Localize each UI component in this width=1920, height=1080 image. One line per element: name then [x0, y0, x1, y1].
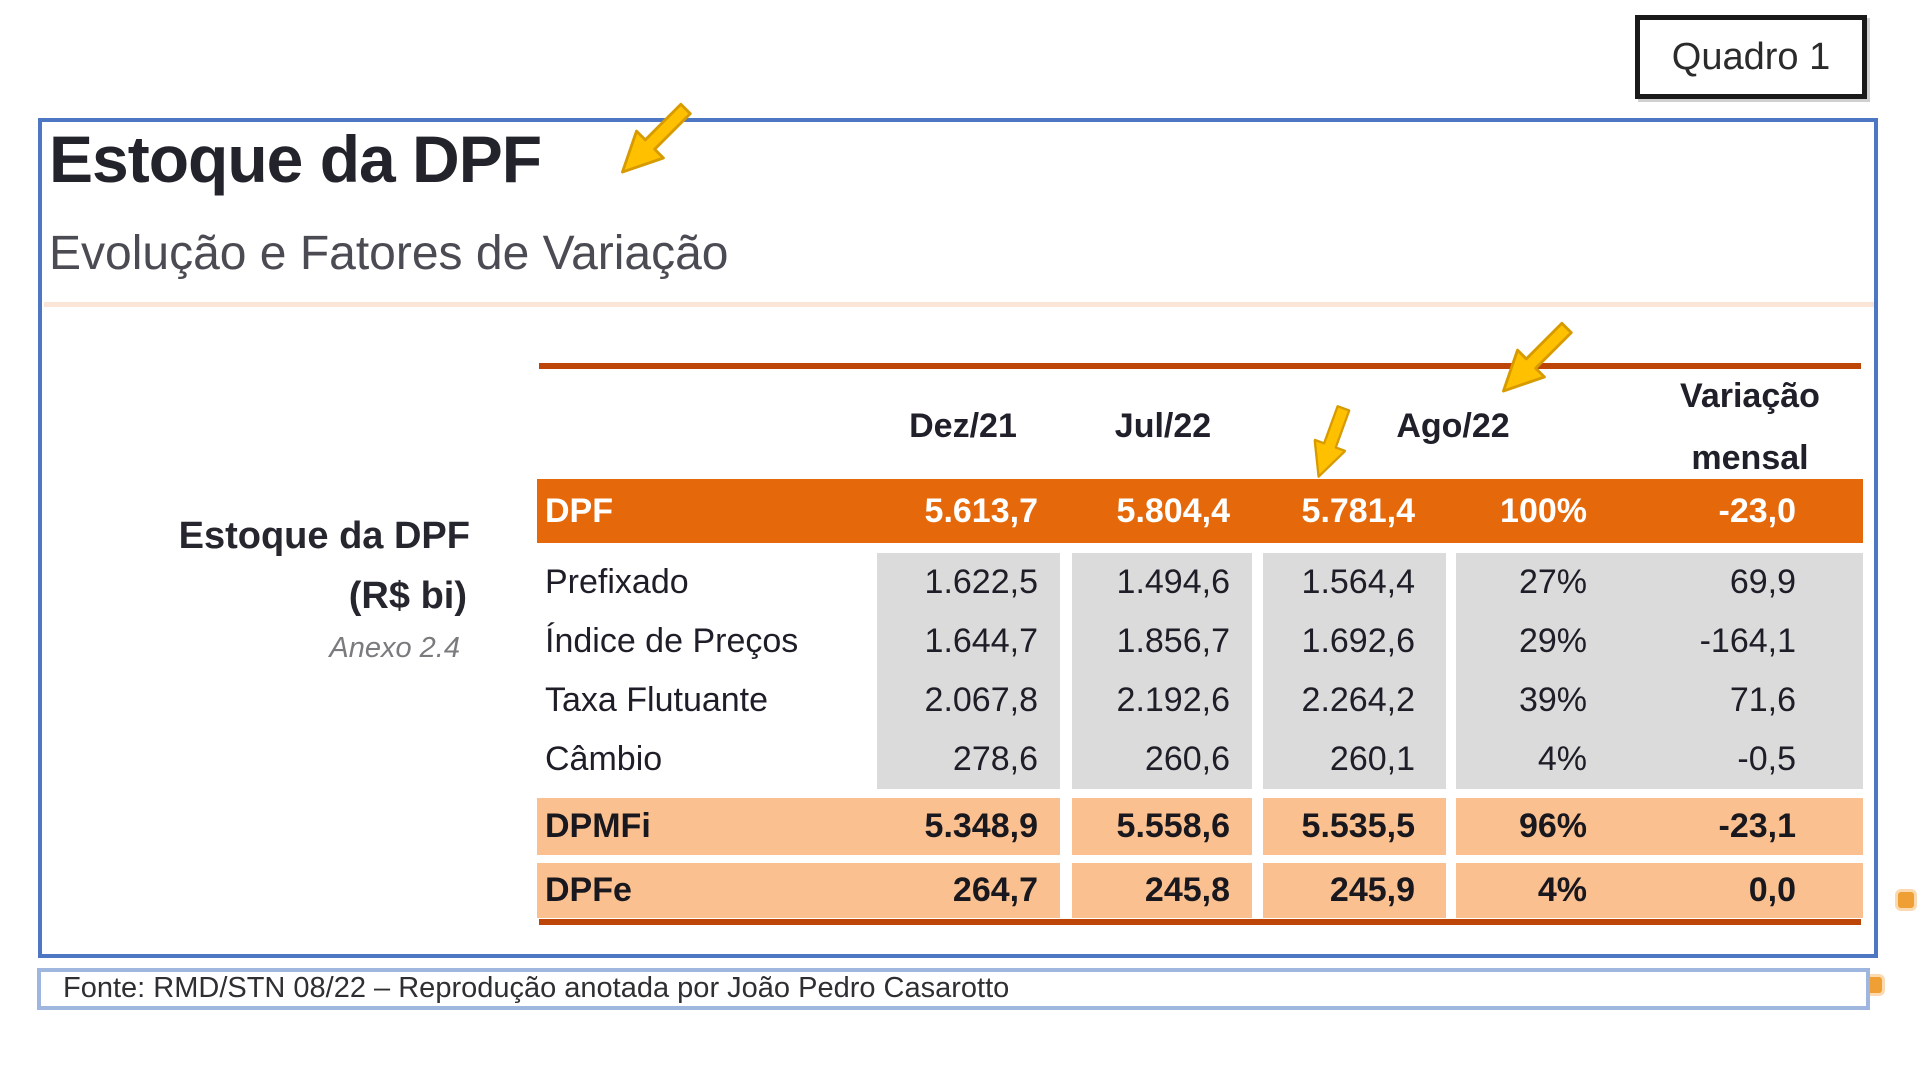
table-side-annex: Anexo 2.4	[329, 632, 460, 664]
table-cell: 4%	[1537, 740, 1587, 778]
column-header-variacao: Variação	[1680, 377, 1820, 415]
table-cell: 1.564,4	[1301, 563, 1415, 601]
table-cell: 1.692,6	[1301, 622, 1415, 660]
table-cell-row-label: Prefixado	[545, 563, 689, 601]
jul22-column-band	[1072, 553, 1252, 789]
variacao-column-band	[1456, 553, 1863, 789]
table-cell: 5.558,6	[1116, 807, 1230, 845]
column-header-jul22: Jul/22	[1114, 407, 1212, 445]
table-cell: 5.781,4	[1301, 492, 1415, 530]
table-cell: -23,1	[1718, 807, 1797, 845]
table-cell-row-label: Taxa Flutuante	[545, 681, 769, 719]
dpfe-row-band	[1072, 863, 1252, 918]
source-bar: Fonte: RMD/STN 08/22 – Reprodução anotad…	[37, 968, 1870, 1010]
table-cell: 245,8	[1144, 871, 1230, 909]
table-cell: 4%	[1537, 871, 1587, 909]
table-cell: -164,1	[1699, 622, 1796, 660]
table-cell: 2.067,8	[924, 681, 1038, 719]
comment-marker-icon	[1898, 892, 1914, 908]
quadro-label: Quadro 1	[1671, 36, 1831, 78]
ago22-column-band	[1263, 553, 1446, 789]
table-cell: 260,6	[1144, 740, 1230, 778]
table-cell: 2.192,6	[1116, 681, 1230, 719]
dez21-column-band	[877, 553, 1060, 789]
table-cell: 278,6	[952, 740, 1038, 778]
dpmfi-row-band	[1263, 798, 1446, 855]
table-cell: -23,0	[1718, 492, 1797, 530]
table-cell: 5.613,7	[924, 492, 1038, 530]
table-cell: 100%	[1500, 492, 1587, 530]
table-cell: 1.494,6	[1116, 563, 1230, 601]
dpmfi-row-band	[1072, 798, 1252, 855]
annotation-arrow-ago22-icon	[1502, 321, 1573, 393]
dpmfi-row-band	[537, 798, 1060, 855]
table-cell: 71,6	[1729, 681, 1796, 719]
table-cell: 29%	[1518, 622, 1587, 660]
table-side-unit: (R$ bi)	[348, 575, 467, 617]
table-cell-row-label: Câmbio	[545, 740, 663, 778]
table-cell-row-label: Índice de Preços	[545, 622, 799, 660]
table-cell: 1.856,7	[1116, 622, 1230, 660]
table-cell-row-label: DPF	[545, 492, 613, 530]
page-subtitle: Evolução e Fatores de Variação	[49, 227, 729, 280]
source-text: Fonte: RMD/STN 08/22 – Reprodução anotad…	[63, 972, 1010, 1004]
annotation-arrow-title-icon	[621, 102, 692, 174]
dpmfi-row-band	[1456, 798, 1863, 855]
table-cell: 27%	[1518, 563, 1587, 601]
comment-marker-icon	[1866, 977, 1882, 993]
column-header-ago22: Ago/22	[1396, 407, 1510, 445]
table-cell: 1.644,7	[924, 622, 1038, 660]
table-side-label: Estoque da DPF	[178, 515, 470, 557]
table-cell: 5.348,9	[924, 807, 1038, 845]
table-cell-row-label: DPMFi	[545, 807, 651, 845]
table-cell: 5.804,4	[1116, 492, 1230, 530]
table-top-rule	[539, 363, 1861, 369]
table-bottom-rule	[539, 919, 1861, 925]
page-title: Estoque da DPF	[49, 122, 542, 196]
column-header-variacao-mensal: mensal	[1691, 439, 1809, 477]
quadro-label-box: Quadro 1	[1635, 15, 1867, 99]
table-cell: -0,5	[1737, 740, 1796, 778]
dpfe-row-band	[1263, 863, 1446, 918]
column-header-dez21: Dez/21	[909, 407, 1017, 445]
table-cell: 264,7	[952, 871, 1038, 909]
table-cell: 260,1	[1329, 740, 1415, 778]
table-cell: 1.622,5	[924, 563, 1038, 601]
table-cell: 96%	[1518, 807, 1587, 845]
table-cell-row-label: DPFe	[545, 871, 632, 909]
table-cell: 2.264,2	[1301, 681, 1415, 719]
table-cell: 69,9	[1729, 563, 1796, 601]
dpfe-row-band	[1456, 863, 1863, 918]
annotation-arrow-dpf-value-icon	[1313, 405, 1351, 478]
table-cell: 39%	[1518, 681, 1587, 719]
dpf-row-band	[537, 479, 1863, 543]
table-cell: 5.535,5	[1301, 807, 1415, 845]
dpfe-row-band	[537, 863, 1060, 918]
subtitle-divider	[44, 302, 1874, 307]
table-cell: 0,0	[1748, 871, 1796, 909]
table-cell: 245,9	[1329, 871, 1415, 909]
